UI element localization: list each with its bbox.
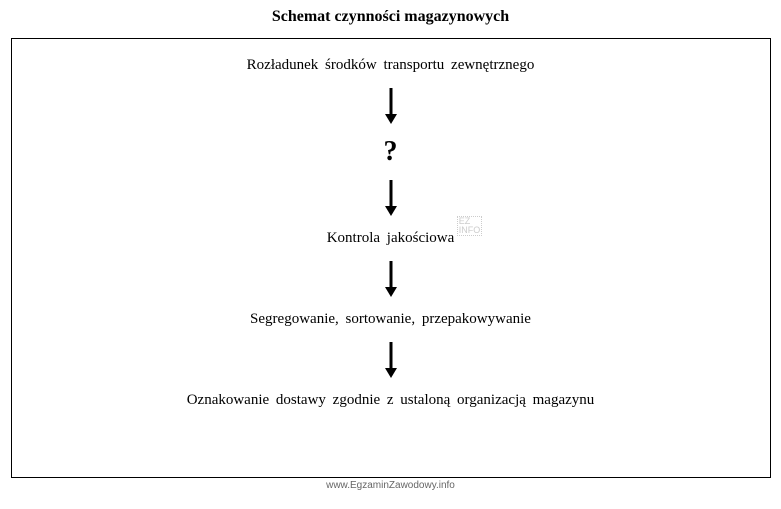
step-sorting: Segregowanie, sortowanie, przepakowywani… (250, 311, 531, 328)
step-labeling: Oznakowanie dostawy zgodnie z ustaloną o… (187, 392, 595, 409)
flowchart-container: Rozładunek środków transportu zewnętrzne… (11, 38, 771, 478)
step-unknown: ? (384, 138, 398, 166)
watermark-line2: INFO (459, 225, 481, 235)
arrow-down-icon (384, 261, 398, 297)
footer-source: www.EgzaminZawodowy.info (326, 480, 455, 491)
arrow-down-icon (384, 88, 398, 124)
step-quality-control: Kontrola jakościowa (327, 230, 455, 247)
diagram-title: Schemat czynności magazynowych (272, 8, 509, 26)
watermark-badge: EZ INFO (457, 216, 483, 236)
step-unloading: Rozładunek środków transportu zewnętrzne… (247, 57, 535, 74)
arrow-down-icon (384, 180, 398, 216)
watermark-line1: EZ (459, 216, 471, 226)
arrow-down-icon (384, 342, 398, 378)
